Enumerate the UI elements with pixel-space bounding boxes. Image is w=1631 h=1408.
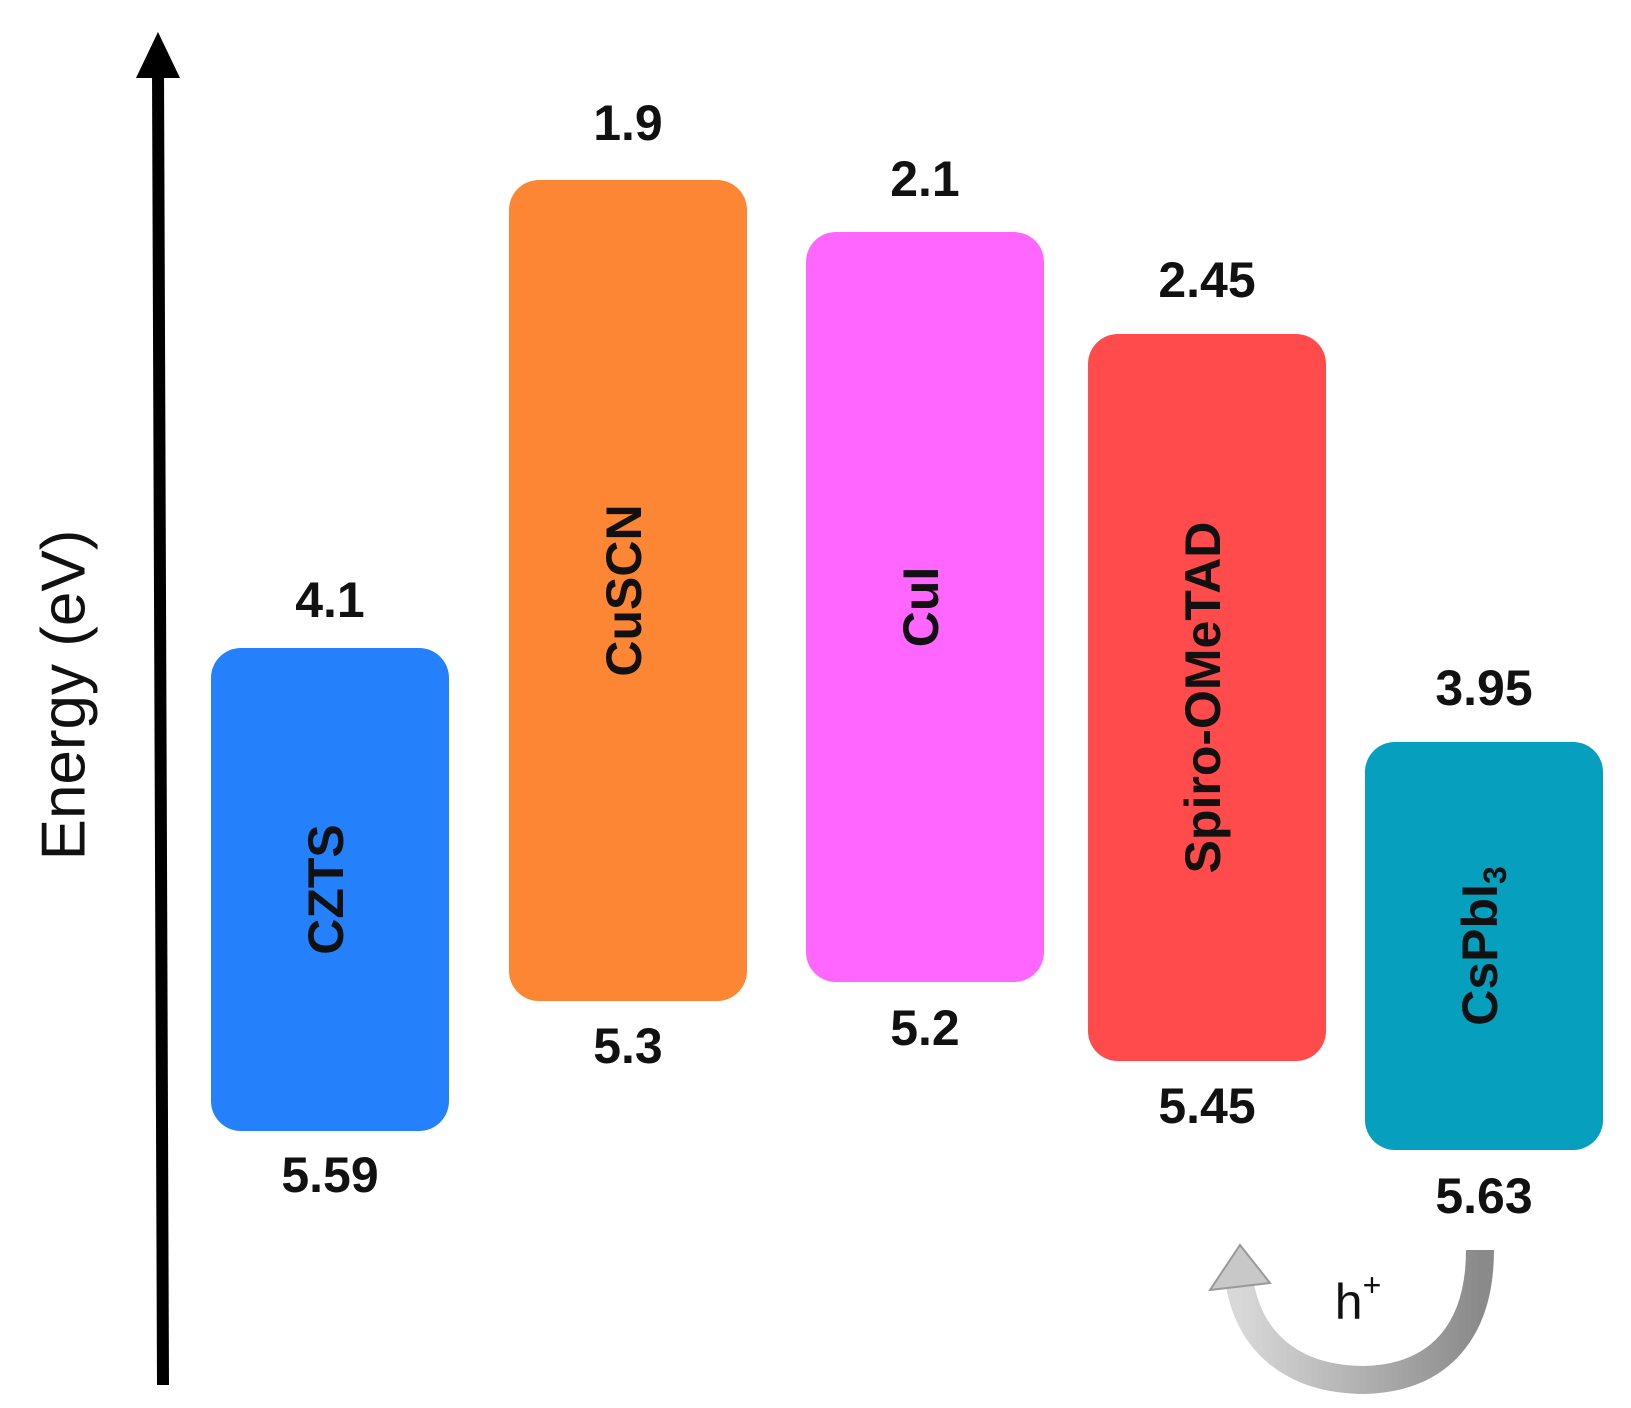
material-name-text: CuSCN [596, 504, 652, 676]
axis-label: Energy (eV) [29, 530, 98, 861]
band-box [509, 180, 747, 1001]
material-name-text: CZTS [298, 824, 354, 955]
band-box [211, 648, 449, 1131]
top-level: 3.95 [1435, 660, 1532, 716]
band-box [806, 232, 1044, 982]
top-level: 2.45 [1158, 252, 1255, 308]
carrier-text: h [1335, 1274, 1363, 1330]
material-name-text: CsPbI [1452, 884, 1508, 1026]
carrier-superscript: + [1363, 1267, 1382, 1303]
transfer-arrow [1226, 1249, 1494, 1395]
axis-arrowhead [136, 32, 180, 78]
material-name: Spiro-OMeTAD [1175, 522, 1231, 874]
top-level: 2.1 [890, 151, 960, 207]
material-name: CuSCN [596, 504, 652, 676]
bottom-level: 5.45 [1158, 1078, 1255, 1134]
bottom-level: 5.2 [890, 1000, 960, 1056]
energy-axis [152, 69, 169, 1386]
material-subscript: 3 [1477, 866, 1513, 884]
bottom-level: 5.59 [281, 1147, 378, 1203]
top-level: 1.9 [593, 95, 663, 151]
transfer-arrowhead [1207, 1243, 1272, 1292]
bottom-level: 5.3 [593, 1018, 663, 1074]
band-box [1088, 334, 1326, 1061]
top-level: 4.1 [295, 572, 365, 628]
material-name: CZTS [298, 824, 354, 955]
material-name: CuI [893, 567, 949, 648]
material-name-text: Spiro-OMeTAD [1175, 522, 1231, 874]
band-box [1365, 742, 1603, 1150]
material-name-text: CuI [893, 567, 949, 648]
bottom-level: 5.63 [1435, 1168, 1532, 1224]
material-name: CsPbI3 [1452, 866, 1513, 1026]
carrier-label: h+ [1335, 1267, 1382, 1330]
materials: 4.1 5.59 CZTS 1.9 5.3 CuSCN 2.1 5.2 CuI 2.45 5.45 S… [211, 95, 1603, 1224]
